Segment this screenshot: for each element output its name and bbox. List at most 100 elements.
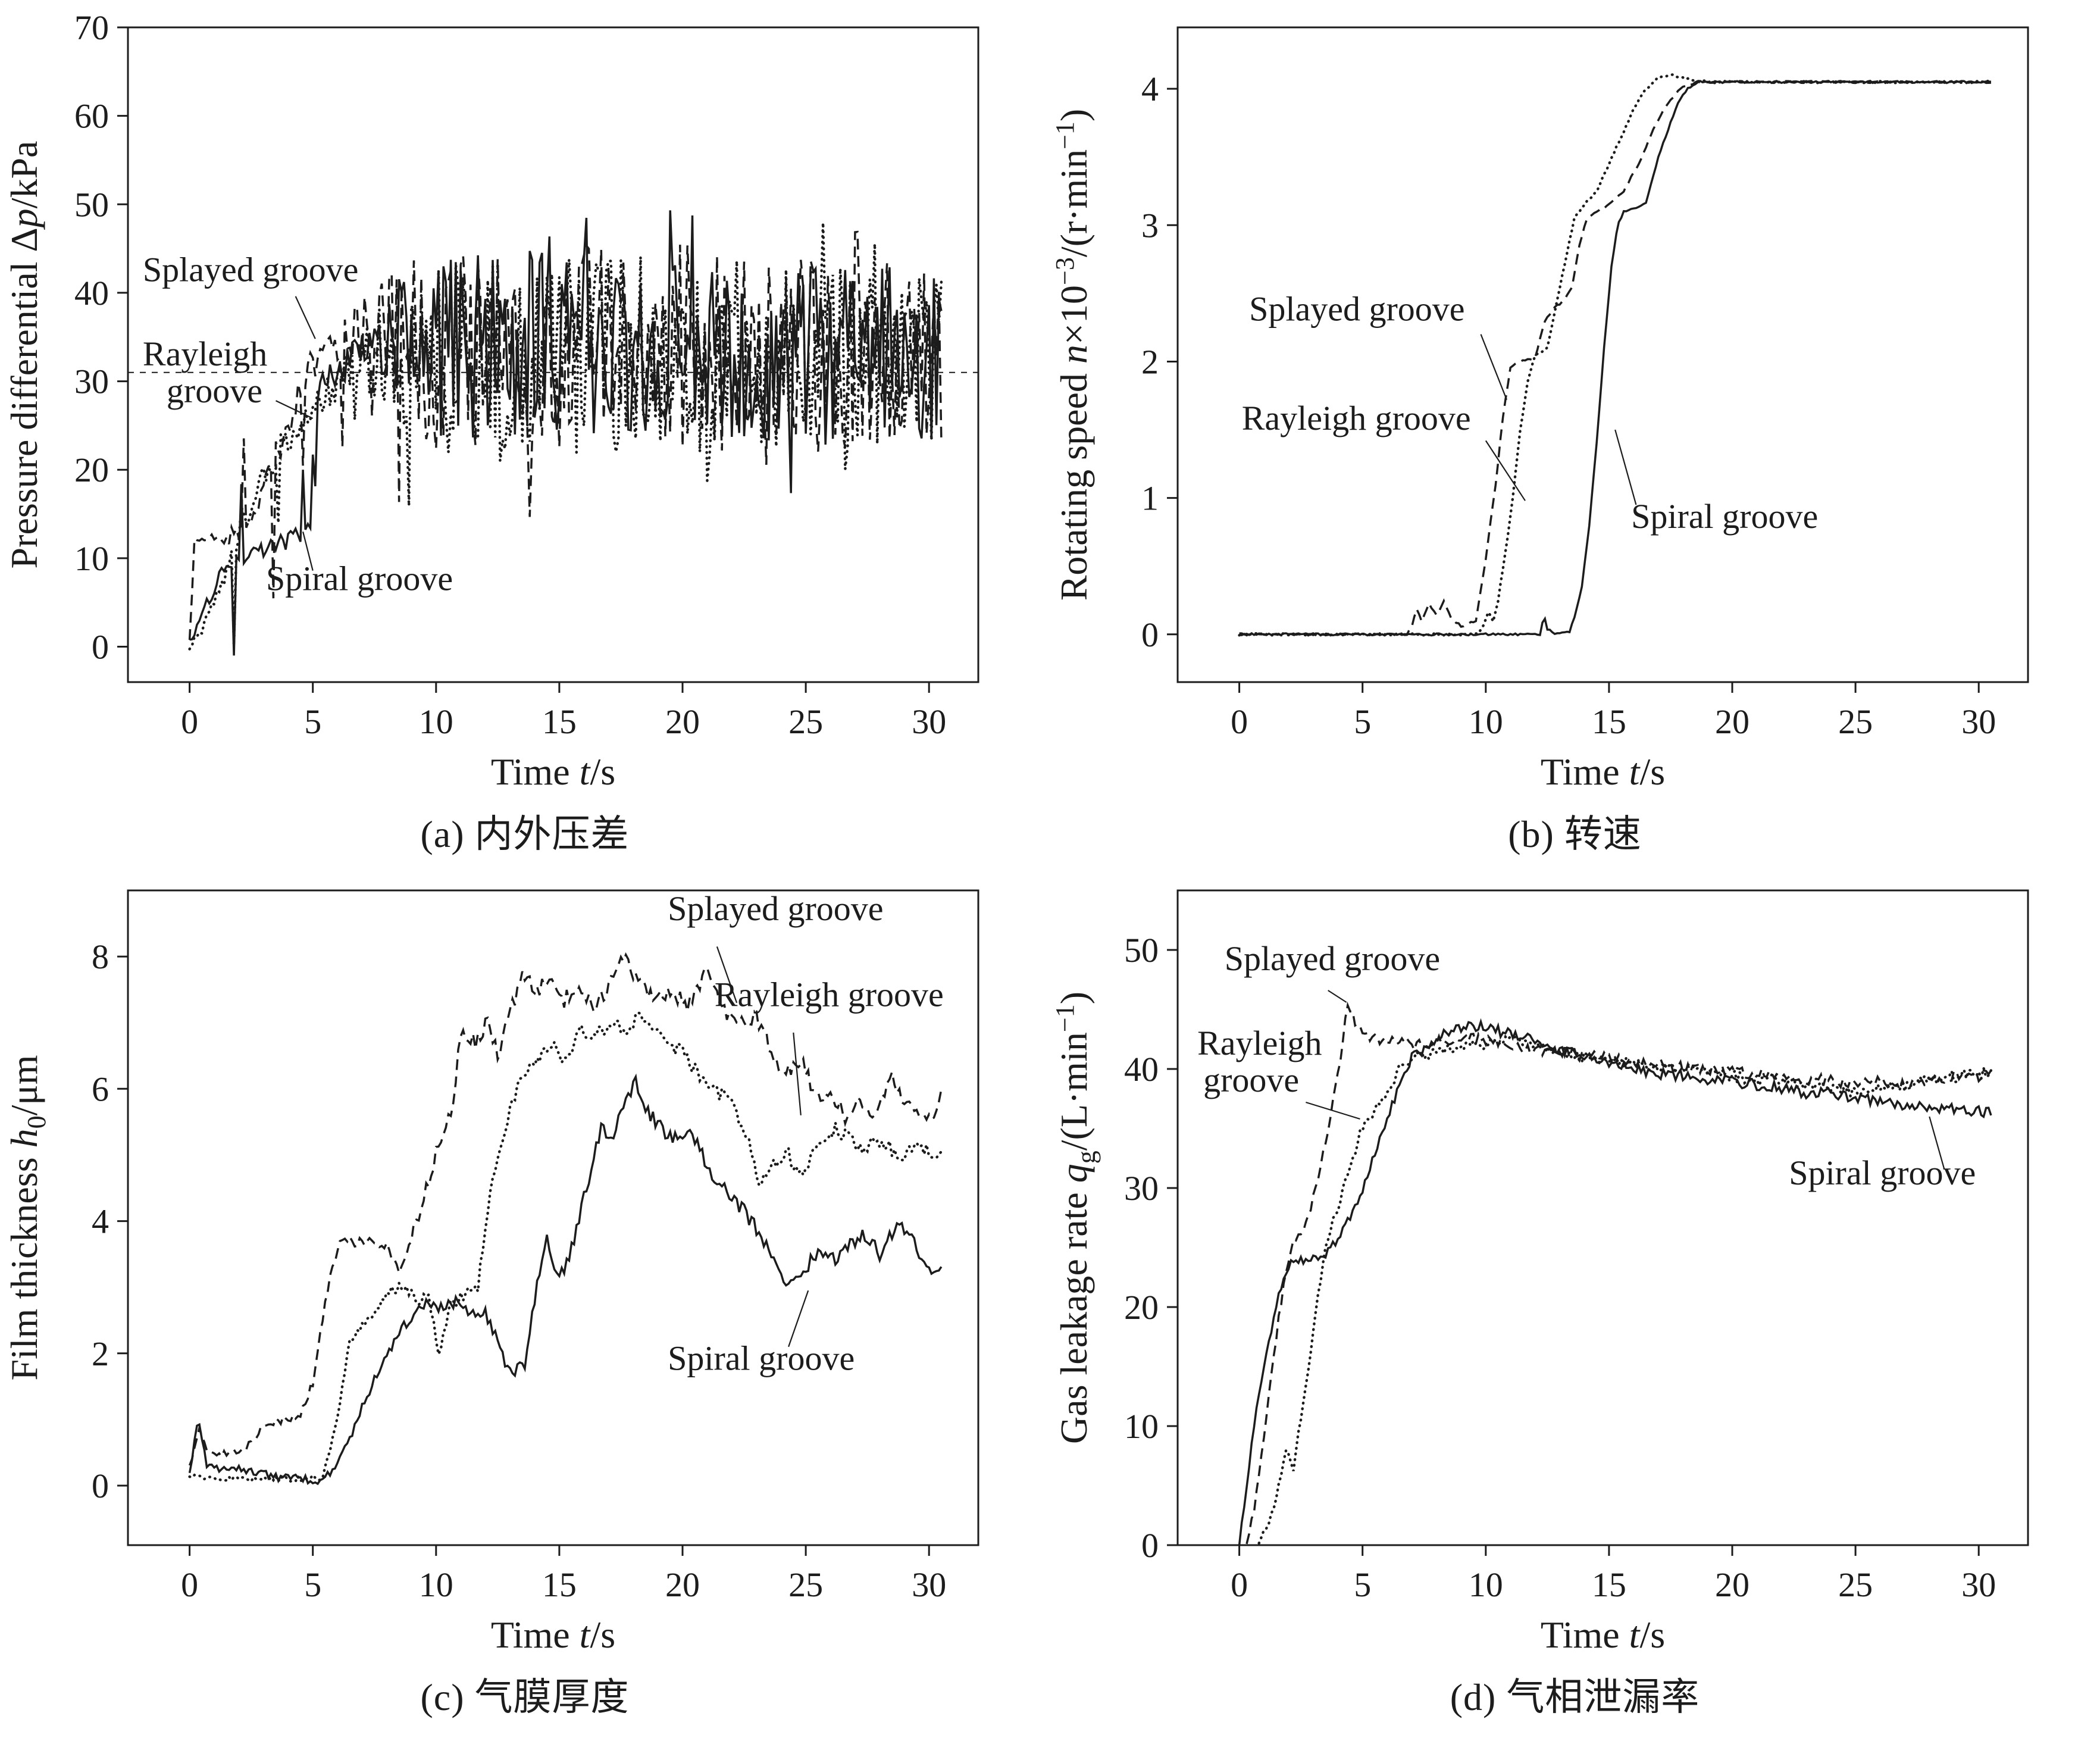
x-tick-label: 30 bbox=[1961, 702, 1996, 741]
chart-a-caption: (a) 内外压差 bbox=[420, 813, 630, 855]
x-ticks: 0 5 10 15 20 25 30 bbox=[181, 682, 946, 741]
annotations: Splayed groove Rayleigh groove Spiral groo… bbox=[1242, 290, 1819, 536]
y-axis-label: Film thickness h0/μm bbox=[3, 1055, 51, 1381]
x-tick-label: 15 bbox=[542, 1565, 577, 1604]
y-tick-label: 2 bbox=[92, 1334, 109, 1373]
chart-a: 0 5 10 15 20 25 30 0 10 20 30 40 50 60 70 Splayed groov… bbox=[0, 10, 1050, 858]
x-tick-label: 25 bbox=[1838, 1565, 1873, 1604]
series-rayleigh-groove bbox=[188, 223, 943, 651]
x-ticks: 0 5 10 15 20 25 30 bbox=[1231, 1545, 1996, 1604]
annotation-leader-line bbox=[1328, 990, 1347, 1003]
x-tick-label: 25 bbox=[1838, 702, 1873, 741]
annotation-label: Spiral groove bbox=[1631, 497, 1818, 536]
y-tick-label: 10 bbox=[1124, 1407, 1159, 1446]
annotation-leader-line bbox=[1614, 429, 1637, 505]
x-ticks: 0 5 10 15 20 25 30 bbox=[1231, 682, 1996, 741]
x-tick-label: 30 bbox=[912, 702, 946, 741]
y-tick-label: 4 bbox=[92, 1202, 109, 1241]
x-tick-label: 15 bbox=[1592, 1565, 1626, 1604]
y-tick-label: 0 bbox=[1141, 615, 1159, 654]
y-axis-label: Gas leakage rate qg/(L·min−1) bbox=[1050, 992, 1101, 1444]
x-tick-label: 20 bbox=[665, 1565, 700, 1604]
chart-c: 0 5 10 15 20 25 30 0 2 4 6 8 Splayed groove Rayleigh … bbox=[0, 873, 1050, 1721]
chart-d-svg: 0 5 10 15 20 25 30 0 10 20 30 40 50 Splayed groove Ray… bbox=[1050, 889, 2029, 1656]
annotation-leader-line bbox=[788, 1290, 809, 1348]
chart-d: 0 5 10 15 20 25 30 0 10 20 30 40 50 Splayed groove Ray… bbox=[1050, 873, 2100, 1721]
y-ticks: 0 10 20 30 40 50 60 70 bbox=[74, 10, 128, 667]
y-tick-label: 2 bbox=[1141, 343, 1159, 382]
annotation-leader-line bbox=[302, 532, 314, 571]
annotation-leader-line bbox=[1485, 440, 1526, 501]
chart-a-svg: 0 5 10 15 20 25 30 0 10 20 30 40 50 60 70 Splayed groov… bbox=[3, 10, 979, 793]
x-tick-label: 30 bbox=[1961, 1565, 1996, 1604]
y-tick-label: 1 bbox=[1141, 479, 1159, 518]
annotation-leader-line bbox=[1306, 1101, 1360, 1120]
y-tick-label: 0 bbox=[1141, 1526, 1159, 1565]
plot-frame bbox=[1176, 889, 2029, 1546]
y-tick-label: 40 bbox=[74, 274, 109, 312]
chart-a-plot: 0 5 10 15 20 25 30 0 10 20 30 40 50 60 70 Splayed groov… bbox=[0, 10, 1050, 801]
series-rayleigh-groove bbox=[1238, 73, 1993, 637]
annotation-label: groove bbox=[167, 371, 262, 410]
x-tick-label: 30 bbox=[912, 1565, 946, 1604]
plot-frame bbox=[127, 889, 979, 1546]
annotation-label: Spiral groove bbox=[1789, 1153, 1976, 1192]
x-tick-label: 0 bbox=[181, 1565, 198, 1604]
annotation-label: Rayleigh bbox=[143, 335, 267, 373]
plot-frame bbox=[1176, 26, 2029, 683]
series-spiral-groove bbox=[1239, 80, 1991, 637]
y-tick-label: 30 bbox=[74, 362, 109, 401]
series-rayleigh-groove bbox=[188, 1011, 943, 1485]
annotation-leader-line bbox=[1929, 1116, 1945, 1170]
chart-d-plot: 0 5 10 15 20 25 30 0 10 20 30 40 50 Splayed groove Ray… bbox=[1050, 873, 2100, 1664]
y-tick-label: 0 bbox=[92, 628, 109, 667]
x-tick-label: 10 bbox=[1469, 702, 1503, 741]
chart-b-svg: 0 5 10 15 20 25 30 0 1 2 3 4 Splayed groove Rayleigh … bbox=[1050, 26, 2029, 793]
series-splayed-groove bbox=[188, 230, 943, 640]
annotation-label: Splayed groove bbox=[1225, 939, 1440, 978]
y-tick-label: 0 bbox=[92, 1467, 109, 1505]
x-tick-label: 5 bbox=[1354, 1565, 1371, 1604]
series-splayed-groove bbox=[1239, 79, 1991, 637]
y-ticks: 0 2 4 6 8 bbox=[92, 937, 128, 1505]
series-spiral-groove bbox=[1238, 1018, 1992, 1545]
y-ticks: 0 10 20 30 40 50 bbox=[1124, 931, 1178, 1565]
y-tick-label: 30 bbox=[1124, 1169, 1159, 1208]
annotations: Splayed groove Rayleigh groove Spiral groo… bbox=[668, 889, 944, 1378]
chart-c-svg: 0 5 10 15 20 25 30 0 2 4 6 8 Splayed groove Rayleigh … bbox=[3, 889, 979, 1656]
y-tick-label: 3 bbox=[1141, 206, 1159, 245]
x-tick-label: 5 bbox=[1354, 702, 1371, 741]
x-tick-label: 15 bbox=[1592, 702, 1626, 741]
y-tick-label: 50 bbox=[74, 185, 109, 224]
x-tick-label: 15 bbox=[542, 702, 577, 741]
series-spiral-groove bbox=[189, 210, 943, 656]
y-tick-label: 20 bbox=[1124, 1288, 1159, 1327]
x-axis-label: Time t/s bbox=[491, 1614, 615, 1656]
annotation-label: Spiral groove bbox=[668, 1339, 855, 1378]
y-tick-label: 20 bbox=[74, 451, 109, 489]
x-tick-label: 5 bbox=[304, 702, 321, 741]
x-tick-label: 20 bbox=[665, 702, 700, 741]
x-ticks: 0 5 10 15 20 25 30 bbox=[181, 1545, 946, 1604]
y-tick-label: 4 bbox=[1141, 70, 1159, 108]
x-tick-label: 10 bbox=[1469, 1565, 1503, 1604]
x-tick-label: 20 bbox=[1715, 1565, 1750, 1604]
annotation-label: Rayleigh groove bbox=[715, 975, 944, 1014]
charts-grid: 0 5 10 15 20 25 30 0 10 20 30 40 50 60 70 Splayed groov… bbox=[0, 10, 2100, 1721]
annotation-leader-line bbox=[276, 400, 314, 419]
chart-b: 0 5 10 15 20 25 30 0 1 2 3 4 Splayed groove Rayleigh … bbox=[1050, 10, 2100, 858]
series-splayed-groove bbox=[188, 952, 943, 1466]
x-tick-label: 5 bbox=[304, 1565, 321, 1604]
x-tick-label: 25 bbox=[788, 702, 823, 741]
y-tick-label: 40 bbox=[1124, 1050, 1159, 1089]
y-tick-label: 70 bbox=[74, 10, 109, 47]
x-axis-label: Time t/s bbox=[1541, 1614, 1665, 1656]
x-tick-label: 10 bbox=[419, 1565, 453, 1604]
y-tick-label: 60 bbox=[74, 97, 109, 136]
x-axis-label: Time t/s bbox=[491, 751, 615, 793]
y-tick-label: 10 bbox=[74, 539, 109, 578]
series-spiral-groove bbox=[188, 1073, 943, 1486]
